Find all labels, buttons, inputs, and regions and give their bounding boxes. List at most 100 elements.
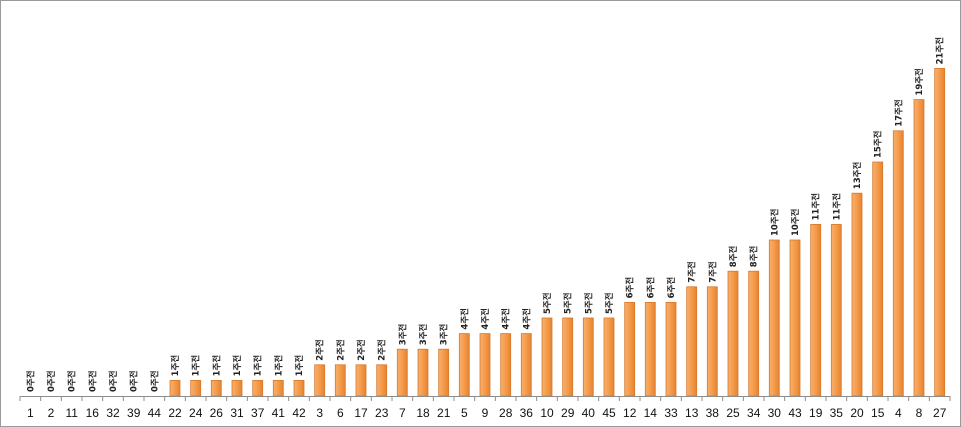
- bar-36: [520, 333, 532, 397]
- bar-42: [293, 379, 305, 397]
- bar-41: [272, 379, 284, 397]
- bar-33: [665, 301, 677, 397]
- bar-8: [913, 99, 925, 397]
- x-tick-label-29: 29: [561, 406, 575, 420]
- data-label-1: 0주전: [25, 370, 36, 392]
- x-tick-label-1: 1: [27, 406, 34, 420]
- x-tick-label-32: 32: [106, 406, 120, 420]
- bar-23: [376, 364, 388, 397]
- data-labels-layer: 0주전 0주전 0주전 0주전 0주전 0주전 0주전 1주전 1주전 1주전 1주전 1주전 1주전 1…: [25, 37, 945, 392]
- data-label-12: 6주전: [625, 277, 636, 299]
- bar-29: [562, 317, 574, 397]
- x-tick-label-3: 3: [316, 406, 323, 420]
- x-tick-label-18: 18: [416, 406, 430, 420]
- data-label-43: 10주전: [790, 208, 801, 236]
- data-label-18: 3주전: [418, 323, 429, 345]
- x-tick-label-30: 30: [768, 406, 782, 420]
- x-ticks-layer: [19, 396, 951, 401]
- x-tick-label-20: 20: [850, 406, 864, 420]
- data-label-25: 8주전: [728, 245, 739, 267]
- bar-20: [851, 192, 863, 397]
- x-tick-label-25: 25: [726, 406, 740, 420]
- x-tick-label-27: 27: [933, 406, 947, 420]
- bars-layer: [169, 68, 946, 397]
- x-tick-label-15: 15: [871, 406, 885, 420]
- bar-45: [603, 317, 615, 397]
- data-label-15: 15주전: [873, 130, 884, 158]
- x-tick-label-13: 13: [685, 406, 699, 420]
- x-tick-label-10: 10: [540, 406, 554, 420]
- data-label-38: 7주전: [707, 261, 718, 283]
- x-tick-label-5: 5: [461, 406, 468, 420]
- bar-9: [479, 333, 491, 397]
- bar-5: [458, 333, 470, 397]
- x-tick-label-16: 16: [86, 406, 100, 420]
- x-tick-label-7: 7: [399, 406, 406, 420]
- data-label-29: 5주전: [563, 292, 574, 314]
- data-label-7: 3주전: [397, 323, 408, 345]
- data-label-21: 3주전: [439, 323, 450, 345]
- x-tick-label-36: 36: [520, 406, 534, 420]
- bar-14: [644, 301, 656, 397]
- x-tick-label-43: 43: [788, 406, 802, 420]
- bar-13: [686, 286, 698, 397]
- bar-12: [624, 301, 636, 397]
- data-label-19: 11주전: [811, 193, 822, 221]
- bar-31: [231, 379, 243, 397]
- data-label-39: 0주전: [129, 370, 140, 392]
- data-label-23: 2주전: [377, 339, 388, 361]
- data-label-33: 6주전: [666, 277, 677, 299]
- x-tick-label-26: 26: [210, 406, 224, 420]
- bar-3: [314, 364, 326, 397]
- x-tick-labels-layer: 1 2 11 16 32 39 44 22 24 26 31 37 41 42 3 6 17 23 7 18 21 5 9 2…: [27, 406, 947, 420]
- data-label-28: 4주전: [501, 308, 512, 330]
- x-tick-label-44: 44: [148, 406, 162, 420]
- data-label-27: 21주전: [935, 37, 946, 65]
- data-label-20: 13주전: [852, 162, 863, 190]
- x-tick-label-22: 22: [168, 406, 182, 420]
- x-tick-label-42: 42: [292, 406, 306, 420]
- data-label-34: 8주전: [749, 245, 760, 267]
- x-tick-label-28: 28: [499, 406, 513, 420]
- data-label-8: 19주전: [914, 68, 925, 96]
- bar-4: [892, 130, 904, 397]
- data-label-32: 0주전: [108, 370, 119, 392]
- x-tick-label-8: 8: [916, 406, 923, 420]
- data-label-17: 2주전: [356, 339, 367, 361]
- bar-10: [541, 317, 553, 397]
- data-label-13: 7주전: [687, 261, 698, 283]
- x-tick-label-24: 24: [189, 406, 203, 420]
- x-tick-label-45: 45: [602, 406, 616, 420]
- x-tick-label-41: 41: [272, 406, 286, 420]
- data-label-6: 2주전: [335, 339, 346, 361]
- bar-26: [210, 379, 222, 397]
- data-label-30: 10주전: [769, 208, 780, 236]
- data-label-24: 1주전: [191, 355, 202, 377]
- data-label-37: 1주전: [253, 355, 264, 377]
- bar-19: [810, 223, 822, 397]
- bar-30: [768, 239, 780, 397]
- data-label-16: 0주전: [87, 370, 98, 392]
- x-tick-label-23: 23: [375, 406, 389, 420]
- bar-21: [438, 348, 450, 397]
- x-tick-label-2: 2: [48, 406, 55, 420]
- data-label-14: 6주전: [645, 277, 656, 299]
- bar-25: [727, 270, 739, 397]
- bar-7: [396, 348, 408, 397]
- bar-6: [334, 364, 346, 397]
- x-tick-label-40: 40: [582, 406, 596, 420]
- data-label-5: 4주전: [459, 308, 470, 330]
- data-label-2: 0주전: [46, 370, 57, 392]
- x-tick-label-31: 31: [230, 406, 244, 420]
- bar-34: [748, 270, 760, 397]
- bar-24: [190, 379, 202, 397]
- bar-22: [169, 379, 181, 397]
- data-label-44: 0주전: [149, 370, 160, 392]
- bar-43: [789, 239, 801, 397]
- x-tick-label-38: 38: [706, 406, 720, 420]
- data-label-36: 4주전: [521, 308, 532, 330]
- x-tick-label-21: 21: [437, 406, 451, 420]
- bar-40: [582, 317, 594, 397]
- data-label-45: 5주전: [604, 292, 615, 314]
